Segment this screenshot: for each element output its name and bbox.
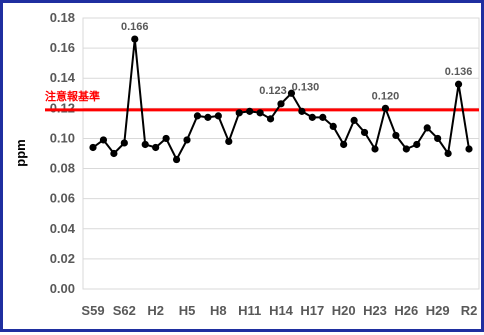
x-tick-label: H29	[426, 303, 450, 318]
data-point	[131, 35, 139, 43]
y-tick-label: 0.14	[50, 70, 76, 85]
data-point	[99, 136, 108, 144]
data-labels: 0.166 0.123 0.130 0.120 0.136	[121, 21, 472, 102]
data-point	[225, 137, 233, 146]
plot-area-border	[82, 17, 480, 290]
data-point	[214, 112, 222, 120]
data-point	[381, 104, 390, 112]
y-tick-label: 0.04	[50, 221, 76, 236]
data-point	[371, 145, 379, 153]
y-tick-label: 0.08	[50, 161, 75, 176]
y-tick-label: 0.02	[50, 251, 75, 266]
data-label: 0.166	[121, 21, 149, 33]
gridlines	[82, 17, 480, 290]
data-point	[110, 149, 118, 158]
reference-line-label: 注意報基準	[45, 89, 100, 103]
data-point	[319, 113, 327, 121]
data-point	[434, 134, 442, 143]
ozone-line-chart: 0.00 0.02 0.04 0.06 0.08 0.10 0.12 0.14 0.16 0.18…	[13, 10, 480, 318]
data-point	[402, 145, 410, 153]
data-point	[329, 122, 337, 130]
x-tick-label: H20	[332, 303, 356, 318]
data-label: 0.130	[292, 81, 320, 93]
data-point	[298, 107, 306, 115]
data-point	[413, 140, 421, 149]
data-point	[350, 116, 358, 124]
y-tick-label: 0.00	[50, 281, 75, 296]
y-tick-label: 0.16	[50, 40, 75, 55]
data-point	[204, 113, 212, 121]
y-tick-label: 0.10	[50, 130, 75, 145]
data-points	[89, 35, 473, 164]
data-point	[120, 139, 128, 147]
x-tick-label: H26	[394, 303, 418, 318]
data-point	[454, 80, 463, 88]
data-point	[340, 140, 348, 149]
data-point	[256, 109, 264, 117]
data-label: 0.136	[445, 66, 473, 78]
y-tick-label: 0.12	[50, 100, 75, 115]
data-point	[172, 155, 181, 164]
data-point	[89, 143, 97, 152]
x-tick-label: S59	[81, 303, 104, 318]
x-tick-label: H11	[238, 303, 261, 318]
series-line	[92, 38, 470, 162]
x-tick-label: S62	[113, 303, 136, 318]
data-point	[360, 128, 369, 137]
data-point	[287, 89, 296, 97]
data-point	[308, 113, 316, 121]
data-point	[423, 124, 431, 132]
x-tick-label: H17	[300, 303, 324, 318]
y-axis-label: ppm	[13, 139, 28, 166]
x-tick-label: H5	[179, 303, 196, 318]
y-tick-labels: 0.00 0.02 0.04 0.06 0.08 0.10 0.12 0.14 0.16 0.18	[50, 10, 76, 296]
data-point	[444, 149, 452, 158]
data-point	[183, 136, 191, 144]
x-tick-label: H23	[363, 303, 387, 318]
data-label: 0.120	[372, 90, 400, 102]
data-point	[193, 112, 202, 120]
data-point	[235, 109, 243, 117]
x-tick-label: H2	[147, 303, 164, 318]
x-tick-label: H14	[269, 303, 294, 318]
y-tick-label: 0.18	[50, 10, 75, 25]
x-tick-label: R2	[461, 303, 478, 318]
y-tick-label: 0.06	[50, 191, 75, 206]
data-point	[246, 107, 254, 115]
x-tick-label: H8	[210, 303, 227, 318]
data-label: 0.123	[259, 85, 287, 97]
data-point	[152, 143, 160, 152]
data-point	[141, 140, 149, 149]
data-point	[465, 145, 473, 153]
data-point	[277, 100, 285, 108]
data-point	[162, 134, 170, 143]
data-point	[266, 115, 275, 123]
x-tick-labels: S59 S62 H2 H5 H8 H11 H14 H17 H20 H23 H26 H29 R2	[81, 303, 477, 318]
data-point	[392, 131, 400, 140]
